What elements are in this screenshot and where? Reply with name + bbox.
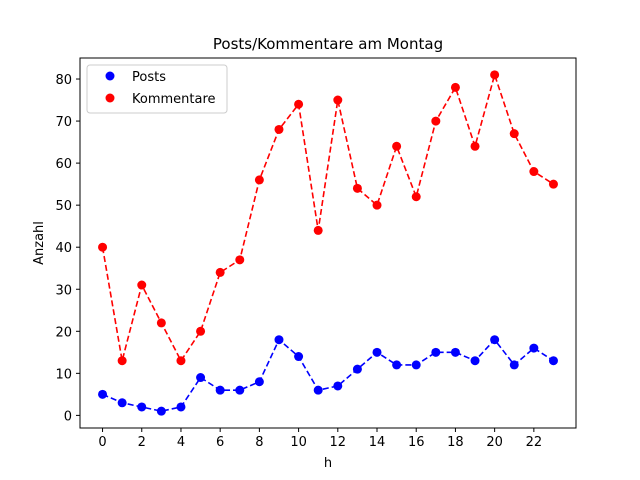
data-point-posts (372, 347, 382, 357)
data-point-kommentare (470, 141, 480, 151)
data-point-kommentare (548, 179, 558, 189)
data-point-kommentare (352, 183, 362, 193)
data-point-kommentare (215, 267, 225, 277)
y-tick-label: 80 (55, 73, 72, 88)
data-point-kommentare (313, 225, 323, 235)
y-tick-label: 0 (64, 409, 72, 424)
data-point-posts (352, 364, 362, 374)
x-tick-label: 20 (486, 435, 503, 450)
series-layer (98, 70, 558, 416)
y-tick-label: 40 (55, 241, 72, 256)
x-tick-label: 22 (526, 435, 543, 450)
data-point-posts (176, 402, 186, 412)
x-tick-label: 12 (330, 435, 347, 450)
data-point-kommentare (235, 255, 245, 265)
data-point-posts (235, 385, 245, 395)
data-point-kommentare (392, 141, 402, 151)
legend-label-kommentare: Kommentare (132, 92, 216, 107)
x-tick-label: 6 (216, 435, 224, 450)
y-tick-label: 70 (55, 115, 72, 130)
data-point-posts (392, 360, 402, 370)
data-point-posts (215, 385, 225, 395)
data-point-kommentare (450, 82, 460, 92)
x-axis-label: h (324, 456, 332, 471)
data-point-posts (137, 402, 147, 412)
legend-label-posts: Posts (132, 70, 166, 85)
data-point-posts (470, 356, 480, 366)
data-point-kommentare (529, 167, 539, 177)
data-point-posts (333, 381, 343, 391)
x-tick-label: 0 (98, 435, 106, 450)
y-tick-label: 50 (55, 199, 72, 214)
y-tick-label: 30 (55, 283, 72, 298)
series-line-posts (102, 338, 554, 412)
series-line-kommentare (101, 72, 554, 363)
x-tick-label: 18 (447, 435, 464, 450)
data-point-posts (254, 377, 264, 387)
data-point-posts (411, 360, 421, 370)
data-point-posts (196, 373, 206, 383)
x-tick-label: 2 (138, 435, 146, 450)
data-point-kommentare (254, 175, 264, 185)
data-point-kommentare (294, 99, 304, 109)
data-point-kommentare (372, 200, 382, 210)
data-point-kommentare (176, 356, 186, 366)
data-point-kommentare (156, 318, 166, 328)
legend-box (86, 64, 228, 114)
data-point-kommentare (431, 116, 441, 126)
data-point-posts (313, 385, 323, 395)
data-point-posts (431, 347, 441, 357)
x-tick-label: 4 (177, 435, 185, 450)
data-point-posts (294, 352, 304, 362)
data-point-kommentare (196, 326, 206, 336)
data-point-posts (274, 335, 284, 345)
data-point-posts (509, 360, 519, 370)
x-tick-label: 10 (290, 435, 307, 450)
x-tick-label: 16 (408, 435, 425, 450)
data-point-posts (156, 406, 166, 416)
data-point-posts (117, 398, 127, 408)
data-point-kommentare (98, 242, 108, 252)
y-tick-label: 60 (55, 157, 72, 172)
x-tick-label: 14 (369, 435, 386, 450)
data-point-kommentare (333, 95, 343, 105)
x-axis-ticks: 0 2 4 6 8 10 12 14 16 18 20 22 (98, 428, 542, 450)
data-point-kommentare (137, 280, 147, 290)
data-point-kommentare (411, 192, 421, 202)
plot-area-frame (79, 57, 577, 429)
data-point-posts (529, 343, 539, 353)
data-point-kommentare (274, 124, 284, 134)
data-point-posts (490, 335, 500, 345)
x-tick-label: 8 (255, 435, 263, 450)
legend: Posts Kommentare (86, 64, 228, 114)
data-point-kommentare (509, 129, 519, 139)
data-point-posts (98, 389, 108, 399)
chart-title: Posts/Kommentare am Montag (213, 35, 443, 53)
y-tick-label: 10 (55, 367, 72, 382)
y-tick-label: 20 (55, 325, 72, 340)
data-point-posts (548, 356, 558, 366)
data-point-posts (450, 347, 460, 357)
legend-marker-kommentare (105, 93, 115, 103)
y-axis-ticks: 0 10 20 30 40 50 60 70 80 (55, 73, 80, 424)
legend-marker-posts (105, 71, 115, 81)
data-point-kommentare (490, 70, 500, 80)
y-axis-label: Anzahl (32, 221, 47, 265)
data-point-kommentare (117, 356, 127, 366)
